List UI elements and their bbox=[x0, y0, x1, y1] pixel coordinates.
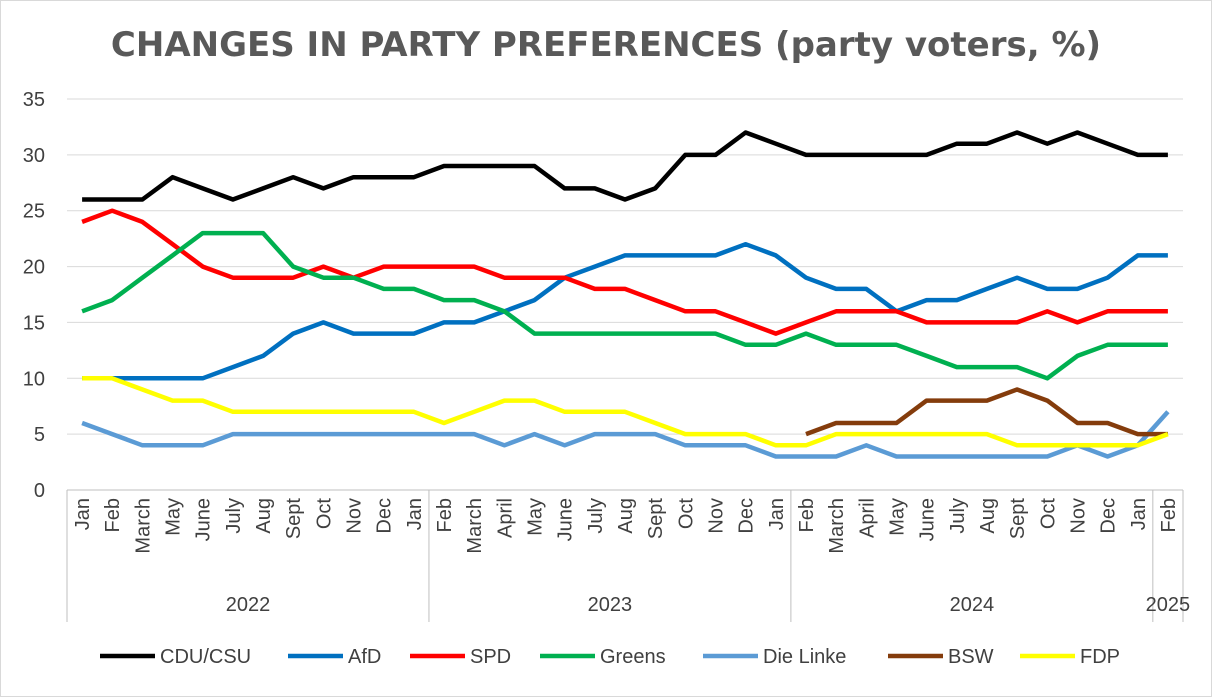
y-tick-label: 20 bbox=[23, 257, 45, 279]
year-label: 2023 bbox=[588, 594, 633, 616]
x-tick-label: Aug bbox=[977, 498, 999, 534]
y-tick-label: 25 bbox=[23, 201, 45, 223]
x-tick-label: July bbox=[223, 498, 245, 534]
x-tick-label: Dec bbox=[1098, 498, 1120, 534]
x-tick-label: Sept bbox=[283, 498, 305, 540]
x-tick-label: Jan bbox=[404, 498, 426, 530]
x-tick-label: Jan bbox=[72, 498, 94, 530]
x-tick-label: May bbox=[886, 498, 908, 536]
x-tick-label: March bbox=[826, 498, 848, 554]
series-line-bsw bbox=[805, 387, 1168, 437]
x-tick-label: March bbox=[132, 498, 154, 554]
legend-label-greens: Greens bbox=[600, 646, 666, 668]
x-tick-label: Feb bbox=[434, 498, 456, 532]
x-tick-label: Feb bbox=[1158, 498, 1180, 532]
series-line-fdp bbox=[82, 376, 1169, 448]
legend-label-die-linke: Die Linke bbox=[763, 646, 846, 668]
legend-label-fdp: FDP bbox=[1080, 646, 1120, 668]
legend: CDU/CSU AfD SPD Greens Die Linke BSW FDP bbox=[100, 646, 1120, 668]
legend-label-spd: SPD bbox=[470, 646, 511, 668]
x-tick-label: April bbox=[856, 498, 878, 538]
series-line-die-linke bbox=[81, 410, 1170, 459]
legend-label-bsw: BSW bbox=[948, 646, 994, 668]
x-tick-label: June bbox=[193, 498, 215, 541]
x-tick-label: April bbox=[494, 498, 516, 538]
chart-title: CHANGES IN PARTY PREFERENCES (party vote… bbox=[111, 25, 1101, 65]
y-tick-label: 15 bbox=[23, 312, 45, 334]
year-label: 2025 bbox=[1146, 594, 1191, 616]
x-tick-label: March bbox=[464, 498, 486, 554]
x-tick-label: Dec bbox=[374, 498, 396, 534]
x-tick-label: Oct bbox=[1037, 498, 1059, 530]
x-tick-label: May bbox=[163, 498, 185, 536]
x-tick-label: May bbox=[525, 498, 547, 536]
y-tick-label: 30 bbox=[23, 145, 45, 167]
x-tick-label: July bbox=[585, 498, 607, 534]
y-tick-label: 5 bbox=[34, 424, 45, 446]
series-line-spd bbox=[81, 208, 1168, 336]
grid-lines bbox=[67, 98, 1183, 435]
x-tick-label: Aug bbox=[615, 498, 637, 534]
x-tick-label: June bbox=[917, 498, 939, 541]
x-tick-label: Nov bbox=[705, 498, 727, 534]
x-tick-label: Aug bbox=[253, 498, 275, 534]
y-tick-label: 0 bbox=[34, 480, 45, 502]
x-tick-label: Nov bbox=[1067, 498, 1089, 534]
legend-label-cdu-csu: CDU/CSU bbox=[160, 646, 251, 668]
series-line-cdu-csu bbox=[82, 130, 1168, 202]
x-tick-label: Sept bbox=[1007, 498, 1029, 540]
x-tick-label: Feb bbox=[102, 498, 124, 532]
x-tick-label: July bbox=[947, 498, 969, 534]
year-label: 2022 bbox=[226, 594, 271, 616]
x-tick-label: Nov bbox=[344, 498, 366, 534]
series-line-afd bbox=[82, 241, 1168, 381]
y-axis: 0 5 10 15 20 25 30 35 bbox=[23, 89, 45, 502]
series-lines bbox=[81, 130, 1170, 459]
legend-label-afd: AfD bbox=[348, 646, 381, 668]
x-tick-label: Jan bbox=[1128, 498, 1150, 530]
x-axis: Jan Feb March May June July Aug Sept Oct Nov Dec Ja… bbox=[66, 489, 1191, 622]
x-tick-label: Oct bbox=[675, 498, 697, 530]
x-tick-label: Sept bbox=[645, 498, 667, 540]
x-tick-label: Jan bbox=[766, 498, 788, 530]
year-label: 2024 bbox=[950, 594, 995, 616]
x-tick-label: Feb bbox=[796, 498, 818, 532]
series-line-greens bbox=[81, 230, 1168, 381]
x-tick-label: June bbox=[555, 498, 577, 541]
y-tick-label: 35 bbox=[23, 89, 45, 111]
x-tick-label: Oct bbox=[313, 498, 335, 530]
y-tick-label: 10 bbox=[23, 368, 45, 390]
x-tick-label: Dec bbox=[736, 498, 758, 534]
